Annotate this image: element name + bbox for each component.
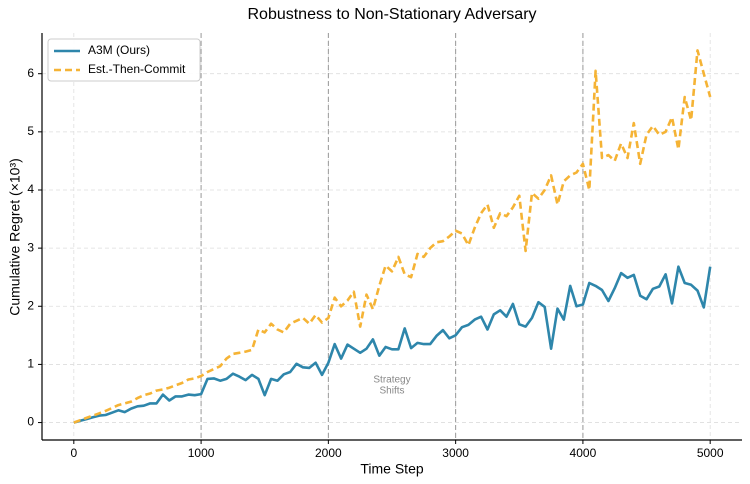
x-tick-label: 2000 (315, 446, 342, 460)
y-tick-label: 3 (27, 240, 34, 254)
legend-label: A3M (Ours) (88, 43, 150, 57)
annotation: Strategy (373, 375, 410, 386)
y-tick-label: 6 (27, 66, 34, 80)
y-tick-label: 5 (27, 124, 34, 138)
chart-title: Robustness to Non-Stationary Adversary (247, 6, 536, 23)
y-tick-label: 0 (27, 415, 34, 429)
series-line (73, 49, 712, 424)
y-tick-label: 4 (27, 182, 34, 196)
y-axis-label: Cumulative Regret (×10³) (7, 158, 23, 316)
x-axis-label: Time Step (360, 461, 423, 477)
x-tick-label: 4000 (570, 446, 597, 460)
y-tick-label: 2 (27, 298, 34, 312)
legend-label: Est.-Then-Commit (88, 62, 186, 76)
y-tick-label: 1 (27, 357, 34, 371)
x-tick-label: 3000 (442, 446, 469, 460)
x-tick-label: 1000 (188, 446, 215, 460)
annotation: Shifts (379, 386, 404, 397)
x-tick-label: 5000 (697, 446, 724, 460)
series-line (73, 265, 712, 424)
x-tick-label: 0 (70, 446, 77, 460)
legend-box (47, 38, 201, 82)
